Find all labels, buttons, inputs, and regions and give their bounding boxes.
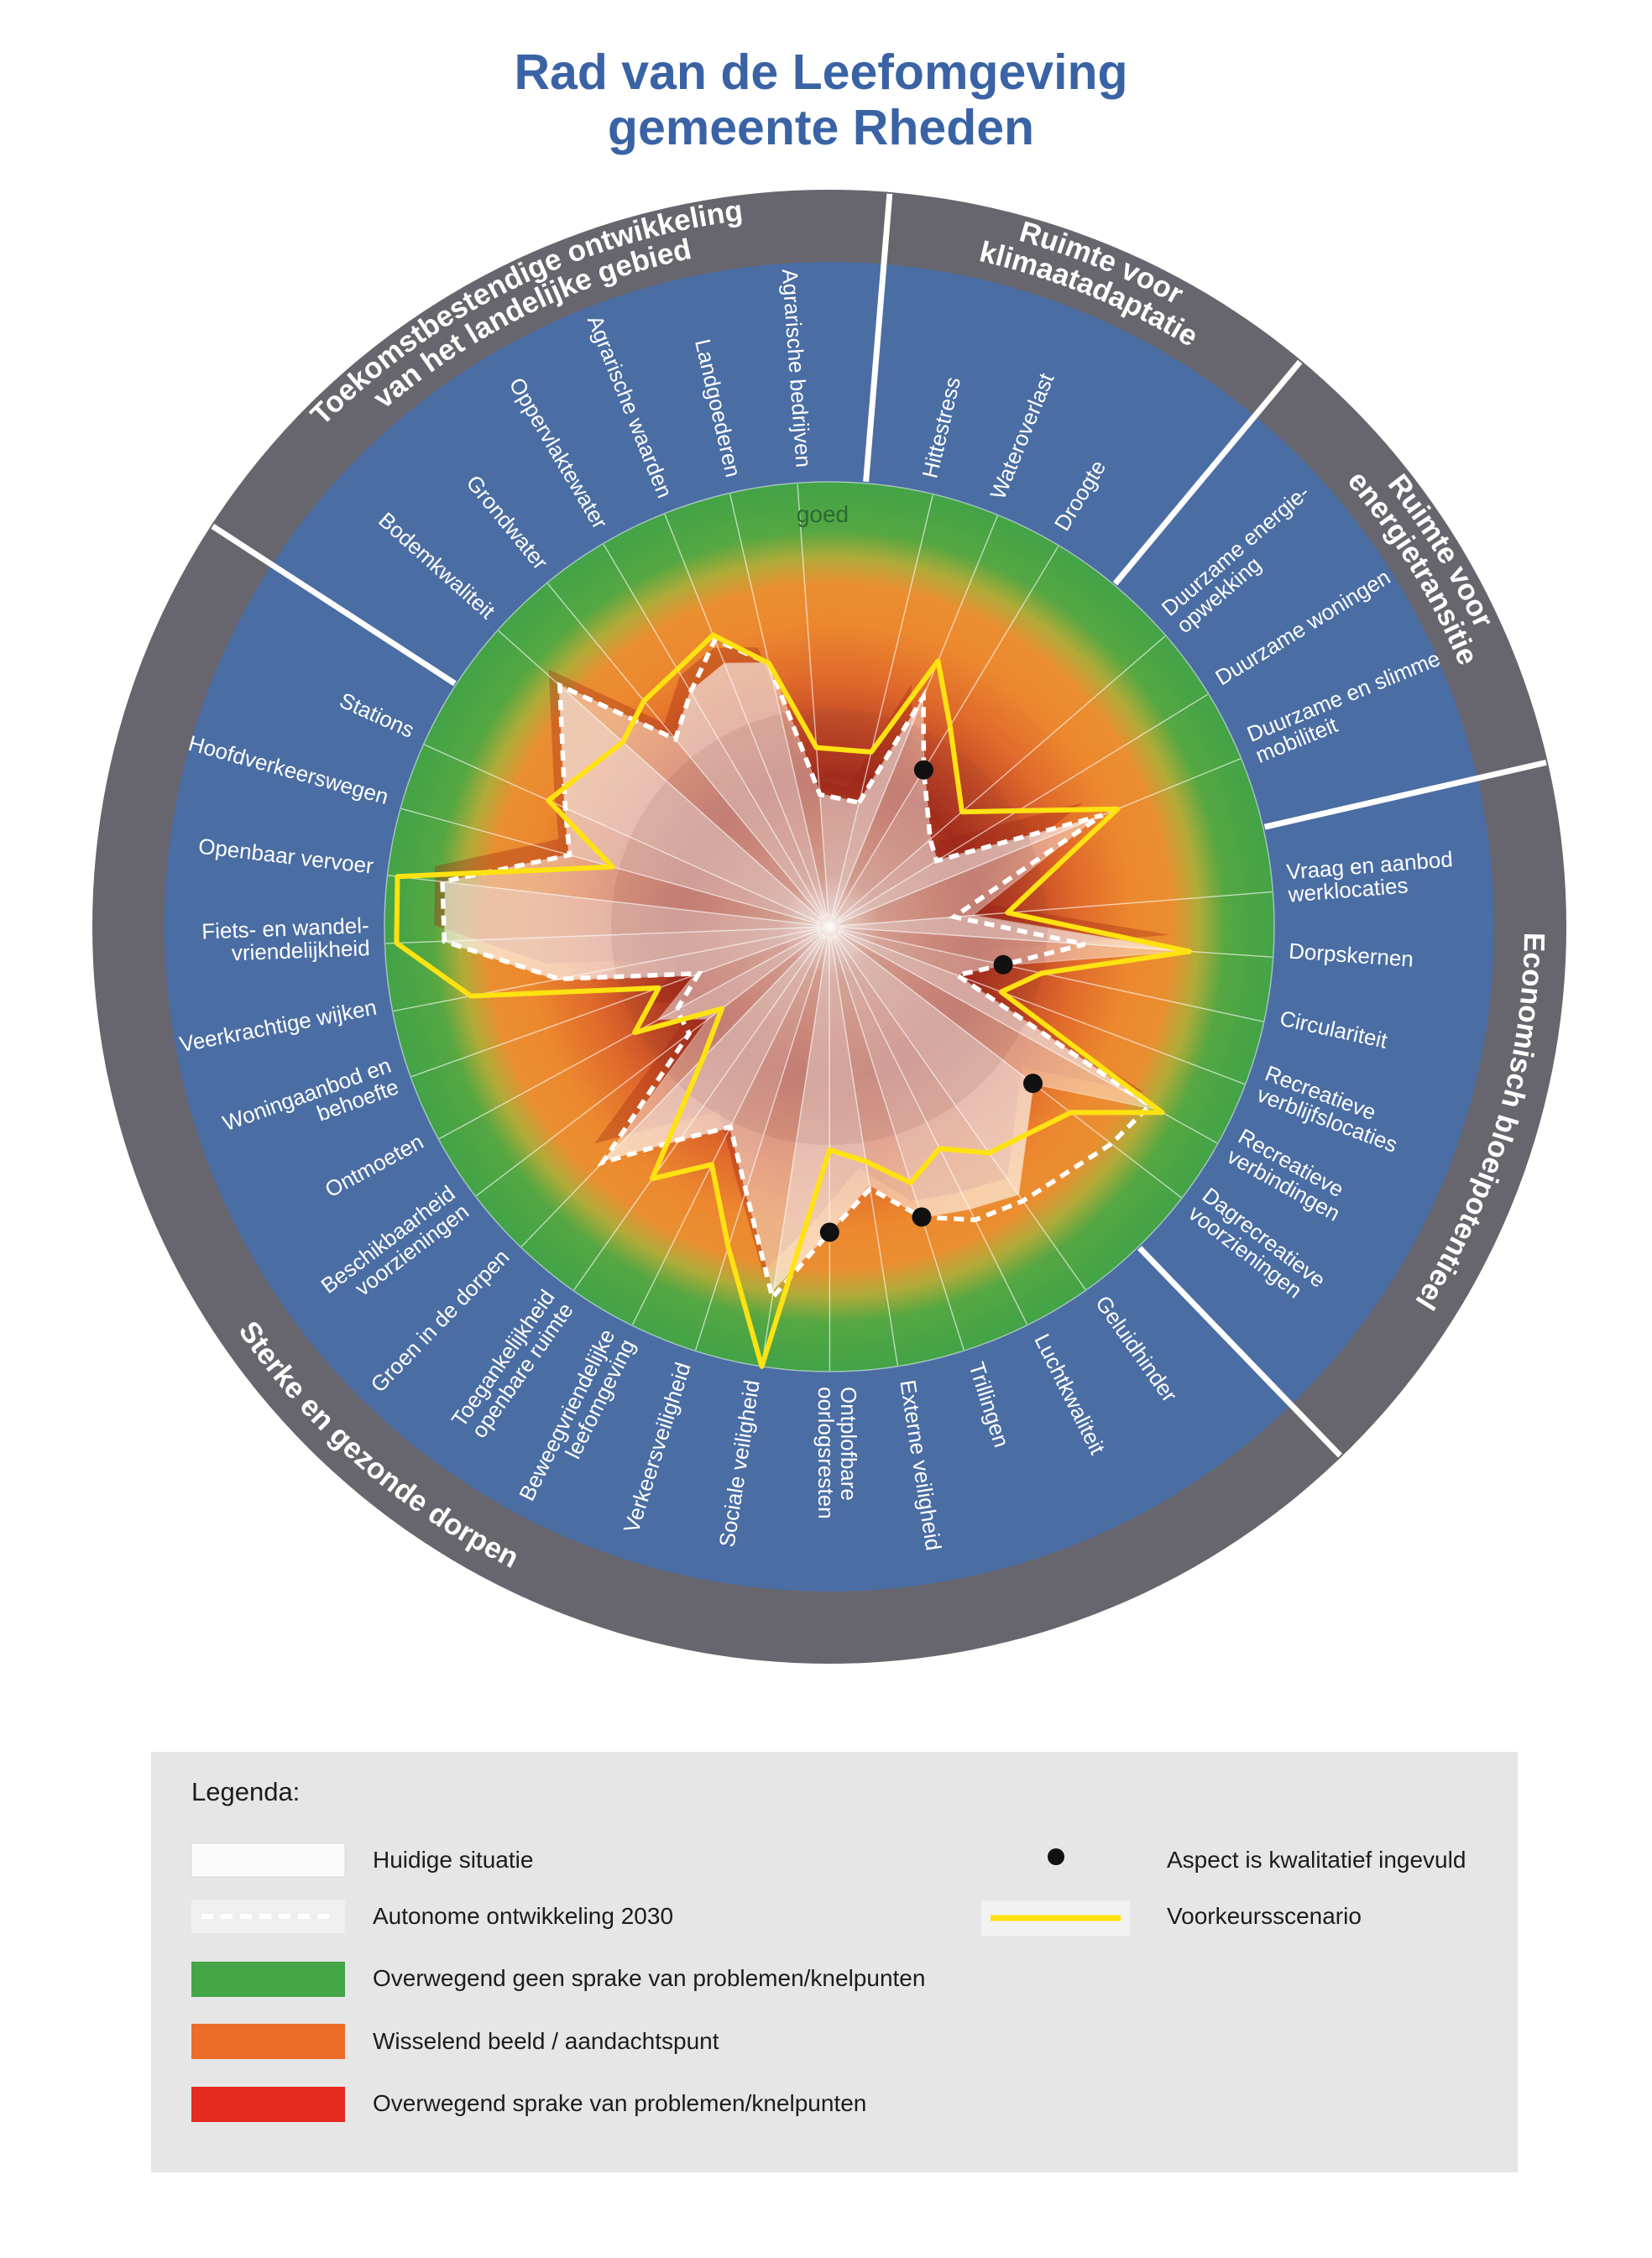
svg-text:Huidige situatie: Huidige situatie bbox=[373, 1847, 533, 1873]
svg-text:Voorkeursscenario: Voorkeursscenario bbox=[1167, 1903, 1362, 1929]
svg-text:Autonome ontwikkeling 2030: Autonome ontwikkeling 2030 bbox=[373, 1903, 673, 1929]
svg-text:Wisselend beeld / aandachtspun: Wisselend beeld / aandachtspunt bbox=[373, 2028, 719, 2054]
svg-text:vriendelijkheid: vriendelijkheid bbox=[231, 935, 370, 965]
svg-text:Overwegend geen sprake van pro: Overwegend geen sprake van problemen/kne… bbox=[373, 1965, 925, 1991]
svg-text:Aspect is kwalitatief ingevuld: Aspect is kwalitatief ingevuld bbox=[1167, 1847, 1466, 1873]
svg-text:Rad van de Leefomgeving: Rad van de Leefomgeving bbox=[514, 44, 1127, 100]
svg-text:oorlogsresten: oorlogsresten bbox=[813, 1387, 839, 1519]
svg-text:goed: goed bbox=[797, 501, 849, 527]
svg-text:Ontplofbare: Ontplofbare bbox=[836, 1387, 861, 1501]
svg-text:Overwegend sprake van probleme: Overwegend sprake van problemen/knelpunt… bbox=[373, 2090, 866, 2116]
svg-text:Legenda:: Legenda: bbox=[191, 1777, 300, 1806]
svg-text:gemeente Rheden: gemeente Rheden bbox=[608, 100, 1034, 155]
